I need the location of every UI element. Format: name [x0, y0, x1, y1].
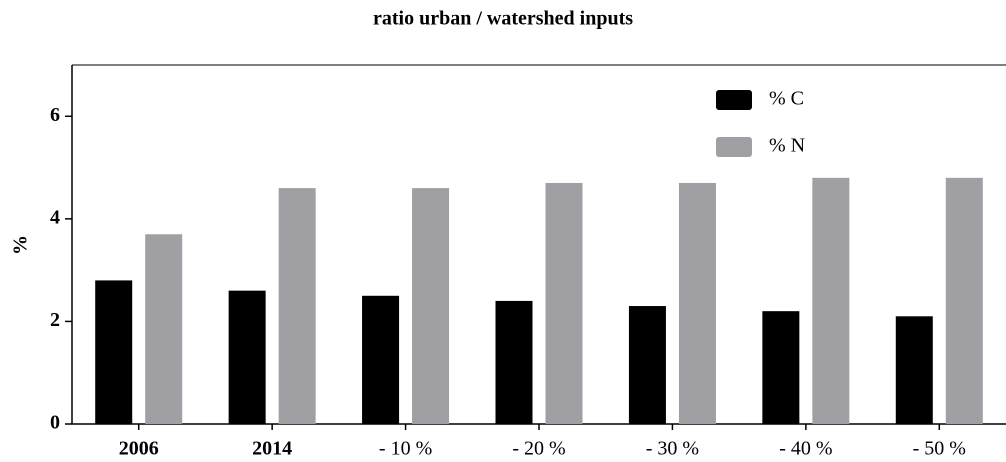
- bar: [95, 280, 133, 424]
- bar: [412, 188, 450, 424]
- x-tick-label: - 40 %: [779, 438, 832, 460]
- bar: [495, 300, 533, 424]
- y-tick-label: 6: [50, 104, 60, 126]
- bar: [762, 311, 800, 424]
- y-tick-label: 2: [50, 309, 60, 331]
- bar: [945, 177, 983, 424]
- x-tick-label: - 20 %: [512, 438, 565, 460]
- chart-title: ratio urban / watershed inputs: [373, 8, 633, 30]
- bar: [678, 182, 716, 424]
- x-tick-label: - 50 %: [913, 438, 966, 460]
- legend-swatch: [716, 90, 752, 110]
- x-tick-label: - 10 %: [379, 438, 432, 460]
- x-tick-label: 2014: [252, 438, 292, 460]
- bar: [278, 188, 316, 424]
- bar: [228, 290, 266, 424]
- bar: [628, 306, 666, 424]
- bar: [145, 234, 183, 424]
- legend-label: % C: [769, 88, 804, 110]
- y-tick-label: 0: [50, 412, 60, 434]
- y-axis-label: %: [10, 235, 32, 255]
- legend-swatch: [716, 137, 752, 157]
- legend-label: % N: [769, 135, 805, 157]
- bar: [895, 316, 933, 424]
- bar: [812, 177, 850, 424]
- x-tick-label: 2006: [119, 438, 159, 460]
- x-tick-label: - 30 %: [646, 438, 699, 460]
- y-tick-label: 4: [50, 206, 60, 228]
- bar: [362, 295, 400, 424]
- bar: [545, 182, 583, 424]
